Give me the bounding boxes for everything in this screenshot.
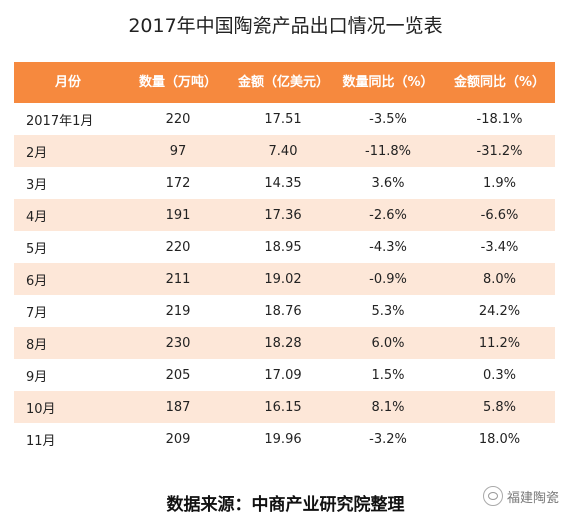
table-row: 8月 230 18.28 6.0% 11.2% <box>14 327 555 359</box>
brand-watermark: 福建陶瓷 <box>482 486 559 506</box>
cell-quantity-yoy: 8.1% <box>332 391 444 423</box>
cell-quantity: 209 <box>122 423 234 455</box>
cell-amount-yoy: 0.3% <box>444 359 555 391</box>
cell-amount: 7.40 <box>234 135 332 167</box>
table-row: 2月 97 7.40 -11.8% -31.2% <box>14 135 555 167</box>
cell-quantity-yoy: -2.6% <box>332 199 444 231</box>
cell-quantity-yoy: 1.5% <box>332 359 444 391</box>
header-amount: 金额（亿美元） <box>234 62 332 103</box>
cell-quantity-yoy: -11.8% <box>332 135 444 167</box>
cell-amount-yoy: -18.1% <box>444 103 555 135</box>
cell-amount: 17.36 <box>234 199 332 231</box>
cell-amount-yoy: 8.0% <box>444 263 555 295</box>
cell-month: 2月 <box>14 135 122 167</box>
export-table: 月份 数量（万吨） 金额（亿美元） 数量同比（%） 金额同比（%） 2017年1… <box>14 62 555 455</box>
cell-amount: 18.76 <box>234 295 332 327</box>
header-quantity: 数量（万吨） <box>122 62 234 103</box>
cell-amount-yoy: 5.8% <box>444 391 555 423</box>
table-header-row: 月份 数量（万吨） 金额（亿美元） 数量同比（%） 金额同比（%） <box>14 62 555 103</box>
cell-quantity: 187 <box>122 391 234 423</box>
cell-amount-yoy: 1.9% <box>444 167 555 199</box>
cell-month: 6月 <box>14 263 122 295</box>
cell-month: 5月 <box>14 231 122 263</box>
cell-quantity: 191 <box>122 199 234 231</box>
cell-quantity: 205 <box>122 359 234 391</box>
cell-amount: 18.28 <box>234 327 332 359</box>
cell-quantity: 220 <box>122 231 234 263</box>
cell-month: 2017年1月 <box>14 103 122 135</box>
table-row: 9月 205 17.09 1.5% 0.3% <box>14 359 555 391</box>
table-row: 11月 209 19.96 -3.2% 18.0% <box>14 423 555 455</box>
header-quantity-yoy: 数量同比（%） <box>332 62 444 103</box>
cell-amount-yoy: 18.0% <box>444 423 555 455</box>
cell-quantity: 230 <box>122 327 234 359</box>
cell-amount-yoy: 24.2% <box>444 295 555 327</box>
cell-quantity: 211 <box>122 263 234 295</box>
cell-amount: 17.51 <box>234 103 332 135</box>
cell-amount: 18.95 <box>234 231 332 263</box>
cell-quantity-yoy: 3.6% <box>332 167 444 199</box>
cell-quantity: 97 <box>122 135 234 167</box>
cell-month: 8月 <box>14 327 122 359</box>
cell-month: 10月 <box>14 391 122 423</box>
cell-amount-yoy: -31.2% <box>444 135 555 167</box>
table-row: 10月 187 16.15 8.1% 5.8% <box>14 391 555 423</box>
page-title: 2017年中国陶瓷产品出口情况一览表 <box>128 15 443 37</box>
wechat-icon <box>482 486 503 506</box>
cell-quantity: 172 <box>122 167 234 199</box>
cell-quantity-yoy: -3.5% <box>332 103 444 135</box>
cell-amount: 19.02 <box>234 263 332 295</box>
cell-month: 7月 <box>14 295 122 327</box>
table-row: 7月 219 18.76 5.3% 24.2% <box>14 295 555 327</box>
table-row: 6月 211 19.02 -0.9% 8.0% <box>14 263 555 295</box>
cell-quantity-yoy: -0.9% <box>332 263 444 295</box>
cell-amount: 19.96 <box>234 423 332 455</box>
cell-month: 4月 <box>14 199 122 231</box>
table-row: 5月 220 18.95 -4.3% -3.4% <box>14 231 555 263</box>
cell-amount: 16.15 <box>234 391 332 423</box>
header-amount-yoy: 金额同比（%） <box>444 62 555 103</box>
cell-quantity: 219 <box>122 295 234 327</box>
cell-amount: 17.09 <box>234 359 332 391</box>
cell-quantity-yoy: -3.2% <box>332 423 444 455</box>
cell-month: 9月 <box>14 359 122 391</box>
data-table-container: 月份 数量（万吨） 金额（亿美元） 数量同比（%） 金额同比（%） 2017年1… <box>14 62 555 455</box>
cell-quantity-yoy: 6.0% <box>332 327 444 359</box>
cell-quantity-yoy: 5.3% <box>332 295 444 327</box>
cell-amount-yoy: -3.4% <box>444 231 555 263</box>
cell-month: 11月 <box>14 423 122 455</box>
cell-amount-yoy: -6.6% <box>444 199 555 231</box>
table-row: 3月 172 14.35 3.6% 1.9% <box>14 167 555 199</box>
cell-amount-yoy: 11.2% <box>444 327 555 359</box>
header-month: 月份 <box>14 62 122 103</box>
data-source-note: 数据来源：中商产业研究院整理 <box>166 495 405 515</box>
cell-amount: 14.35 <box>234 167 332 199</box>
table-row: 4月 191 17.36 -2.6% -6.6% <box>14 199 555 231</box>
brand-label: 福建陶瓷 <box>506 490 559 506</box>
cell-month: 3月 <box>14 167 122 199</box>
table-body: 2017年1月 220 17.51 -3.5% -18.1% 2月 97 7.40 -11.8%… <box>14 103 555 455</box>
cell-quantity-yoy: -4.3% <box>332 231 444 263</box>
table-row: 2017年1月 220 17.51 -3.5% -18.1% <box>14 103 555 135</box>
cell-quantity: 220 <box>122 103 234 135</box>
